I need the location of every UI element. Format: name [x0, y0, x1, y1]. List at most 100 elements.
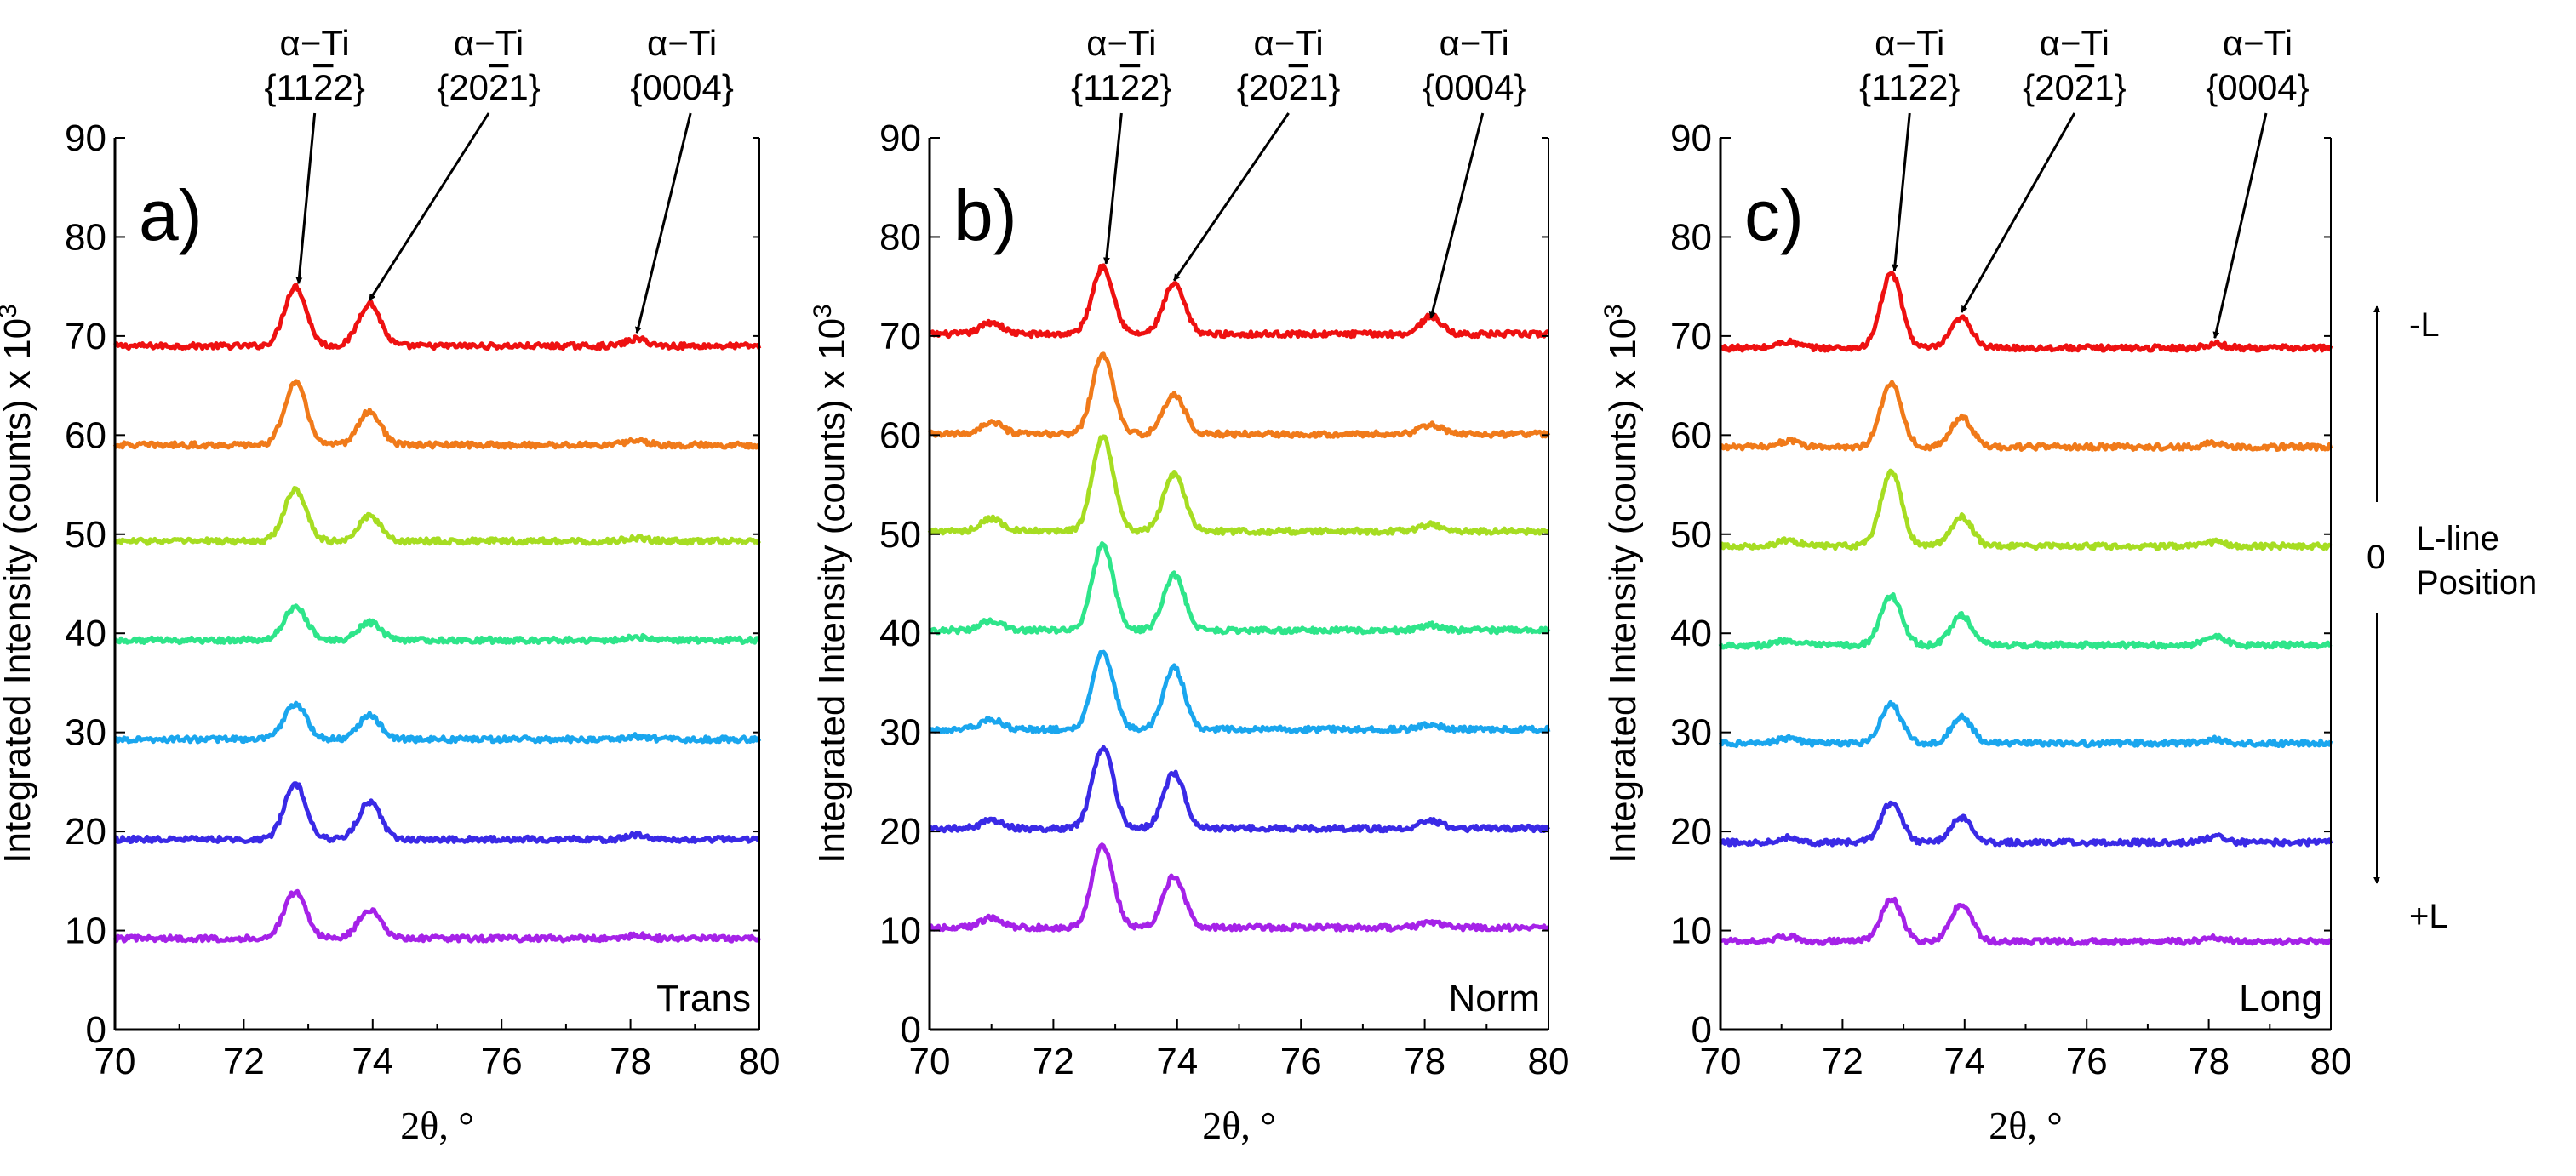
condition-label: Norm — [1448, 978, 1540, 1019]
series-line-4 — [928, 649, 1551, 734]
y-axis-label-superscript: 3 — [809, 304, 837, 318]
y-tick-label: 20 — [1670, 811, 1712, 853]
x-tick-label: 70 — [94, 1041, 136, 1082]
x-tick-label: 78 — [2188, 1041, 2230, 1082]
y-tick-label: 40 — [879, 613, 921, 654]
y-tick-label: 10 — [1670, 911, 1712, 952]
peak-phase-label: α−Ti — [1086, 23, 1156, 63]
y-tick-label: 90 — [1670, 117, 1712, 159]
x-tick-label: 76 — [2066, 1041, 2108, 1082]
y-tick-label: 30 — [879, 712, 921, 754]
y-tick-label: 60 — [65, 414, 106, 456]
position-center-value: 0 — [2367, 539, 2385, 576]
peak-phase-label: α−Ti — [1254, 23, 1324, 63]
position-bottom-label: +L — [2409, 898, 2448, 935]
peak-arrow — [1102, 112, 1123, 265]
y-tick-label: 70 — [65, 316, 106, 357]
y-axis-label: Integrated Intensity (counts) x 103 — [0, 304, 38, 863]
peak-phase-label: α−Ti — [647, 23, 717, 63]
peak-phase-label: α−Ti — [2040, 23, 2109, 63]
series-line-4 — [1718, 699, 2333, 749]
panel-a: 0 10 20 30 40 50 60 70 80 90 70 72 74 76 78 80 2θ, ° Inte… — [0, 23, 780, 1147]
y-tick-label: 40 — [1670, 613, 1712, 654]
peak-plane-label: {1122} — [1071, 67, 1171, 107]
y-tick-label: 20 — [879, 811, 921, 853]
x-tick-label: 72 — [223, 1041, 265, 1082]
y-tick-label: 20 — [65, 811, 106, 853]
x-tick-label: 70 — [1700, 1041, 1742, 1082]
y-tick-label: 60 — [1670, 414, 1712, 456]
x-tick-label: 80 — [2310, 1041, 2352, 1082]
series-line-0 — [929, 263, 1549, 340]
series-line-5 — [1719, 800, 2333, 848]
position-center-label-line1: L-line — [2416, 520, 2499, 557]
peak-plane-label: {0004} — [1423, 67, 1526, 107]
y-tick-label: 70 — [879, 316, 921, 357]
series-line-5 — [929, 745, 1551, 834]
x-tick-label: 72 — [1033, 1041, 1074, 1082]
position-indicator: -L 0 L-line Position +L — [2367, 305, 2537, 935]
y-tick-label: 50 — [1670, 514, 1712, 556]
x-tick-label: 76 — [481, 1041, 523, 1082]
y-tick-label: 30 — [1670, 712, 1712, 754]
y-tick-label: 10 — [65, 911, 106, 952]
y-tick-label: 90 — [65, 117, 106, 159]
y-tick-label: 0 — [901, 1009, 921, 1051]
y-tick-label: 80 — [65, 216, 106, 258]
x-axis-label: 2θ, ° — [400, 1104, 473, 1147]
x-tick-label: 74 — [352, 1041, 393, 1082]
panel-b: 0 10 20 30 40 50 60 70 80 90 70 72 74 76 78 80 2θ, ° Inte… — [809, 23, 1570, 1147]
peak-plane-label: {2021} — [1237, 67, 1341, 107]
x-tick-label: 74 — [1943, 1041, 1985, 1082]
y-tick-label: 80 — [1670, 216, 1712, 258]
peak-arrow — [1172, 112, 1290, 282]
y-tick-label: 80 — [879, 216, 921, 258]
peak-arrow — [368, 112, 490, 301]
peak-phase-label: α−Ti — [2223, 23, 2293, 63]
y-tick-label: 0 — [86, 1009, 106, 1051]
y-tick-label: 70 — [1670, 316, 1712, 357]
series-line-2 — [927, 434, 1549, 536]
series-line-1 — [1720, 380, 2333, 452]
series-line-6 — [928, 842, 1550, 933]
y-tick-label: 90 — [879, 117, 921, 159]
y-tick-label: 50 — [65, 514, 106, 556]
series-line-0 — [113, 283, 762, 351]
series-line-1 — [928, 351, 1551, 439]
x-tick-label: 78 — [610, 1041, 651, 1082]
condition-label: Long — [2239, 978, 2322, 1019]
y-tick-label: 50 — [879, 514, 921, 556]
series-line-3 — [114, 603, 760, 646]
x-axis-label: 2θ, ° — [1989, 1104, 2062, 1147]
series-line-3 — [927, 541, 1551, 636]
peak-arrow — [1428, 112, 1485, 319]
x-tick-label: 78 — [1404, 1041, 1445, 1082]
series-line-6 — [1720, 896, 2333, 946]
peak-arrow — [1960, 112, 2076, 313]
peak-plane-label: {2021} — [437, 67, 541, 107]
peak-phase-label: α−Ti — [1440, 23, 1509, 63]
series-line-1 — [112, 379, 761, 450]
y-axis-label: Integrated Intensity (counts) x 103 — [1600, 304, 1645, 863]
position-top-label: -L — [2409, 306, 2440, 344]
y-axis-label-superscript: 3 — [1600, 304, 1628, 318]
peak-plane-label: {0004} — [2206, 67, 2310, 107]
series-line-2 — [113, 486, 762, 546]
condition-label: Trans — [656, 978, 751, 1019]
x-tick-label: 76 — [1280, 1041, 1322, 1082]
y-tick-label: 0 — [1692, 1009, 1712, 1051]
x-tick-label: 72 — [1822, 1041, 1863, 1082]
peak-plane-label: {1122} — [1859, 67, 1960, 107]
series-line-6 — [112, 888, 762, 944]
peak-arrow — [1892, 112, 1911, 271]
y-tick-label: 60 — [879, 414, 921, 456]
peak-plane-label: {2021} — [2023, 67, 2127, 107]
panel-c: 0 10 20 30 40 50 60 70 80 90 70 72 74 76 78 80 2θ, ° Inte… — [1600, 23, 2352, 1147]
y-axis-label: Integrated Intensity (counts) x 103 — [809, 304, 854, 863]
peak-plane-label: {1122} — [264, 67, 364, 107]
y-axis-label-superscript: 3 — [0, 304, 22, 318]
series-line-5 — [113, 781, 760, 844]
x-tick-label: 80 — [1528, 1041, 1570, 1082]
peak-phase-label: α−Ti — [454, 23, 524, 63]
